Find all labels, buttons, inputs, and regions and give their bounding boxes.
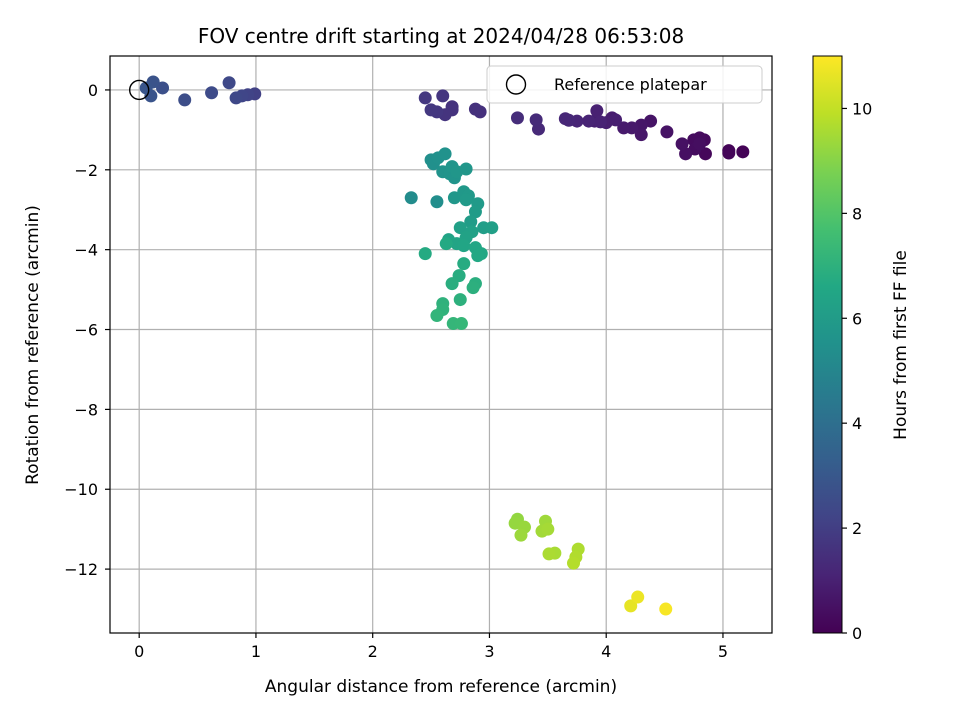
y-axis-ticks: 0 −2 −4 −6 −8 −10 −12 xyxy=(64,81,110,579)
scatter-point xyxy=(511,111,524,124)
x-tick-label: 5 xyxy=(718,642,728,661)
grid xyxy=(110,56,772,633)
colorbar-gradient xyxy=(813,56,842,633)
x-tick-label: 4 xyxy=(601,642,611,661)
scatter-point xyxy=(430,309,443,322)
scatter-point xyxy=(541,523,554,536)
scatter-point xyxy=(457,257,470,270)
x-tick-label: 2 xyxy=(368,642,378,661)
scatter-points xyxy=(130,75,750,615)
scatter-point xyxy=(457,239,470,252)
scatter-point xyxy=(455,317,468,330)
scatter-point xyxy=(567,557,580,570)
x-axis-label: Angular distance from reference (arcmin) xyxy=(265,677,617,697)
y-tick-label: −6 xyxy=(74,321,98,340)
colorbar-label: Hours from first FF file xyxy=(891,250,911,440)
colorbar: 0 2 4 6 8 10 Hours from first FF file xyxy=(813,56,911,643)
scatter-point xyxy=(609,113,622,126)
scatter-point xyxy=(439,147,452,160)
scatter-point xyxy=(454,293,467,306)
y-tick-label: −8 xyxy=(74,400,98,419)
x-tick-label: 1 xyxy=(251,642,261,661)
colorbar-tick-label: 2 xyxy=(852,519,862,538)
scatter-point xyxy=(559,112,572,125)
scatter-point xyxy=(471,249,484,262)
scatter-point xyxy=(178,93,191,106)
scatter-point xyxy=(542,547,555,560)
x-tick-label: 3 xyxy=(484,642,494,661)
legend: Reference platepar xyxy=(487,66,762,103)
y-tick-label: −2 xyxy=(74,161,98,180)
scatter-point xyxy=(485,221,498,234)
scatter-point xyxy=(659,603,672,616)
scatter-point xyxy=(446,277,459,290)
legend-label-reference: Reference platepar xyxy=(554,75,707,94)
scatter-point xyxy=(469,103,482,116)
scatter-point xyxy=(460,193,473,206)
y-tick-label: 0 xyxy=(88,81,98,100)
colorbar-tick-label: 4 xyxy=(852,414,862,433)
scatter-point xyxy=(419,247,432,260)
colorbar-ticks: 0 2 4 6 8 10 xyxy=(842,99,872,643)
y-tick-label: −12 xyxy=(64,560,98,579)
scatter-point xyxy=(467,281,480,294)
colorbar-tick-label: 10 xyxy=(852,99,872,118)
x-tick-label: 0 xyxy=(134,642,144,661)
plot-area-frame xyxy=(110,56,772,633)
scatter-point xyxy=(590,104,603,117)
colorbar-tick-label: 0 xyxy=(852,624,862,643)
y-tick-label: −4 xyxy=(74,241,98,260)
scatter-point xyxy=(205,86,218,99)
scatter-point xyxy=(230,91,243,104)
scatter-point xyxy=(676,137,689,150)
scatter-point xyxy=(660,125,673,138)
scatter-point xyxy=(530,113,543,126)
scatter-point xyxy=(425,103,438,116)
scatter-point xyxy=(436,89,449,102)
scatter-point xyxy=(631,591,644,604)
colorbar-tick-label: 8 xyxy=(852,204,862,223)
y-tick-label: −10 xyxy=(64,480,98,499)
scatter-point xyxy=(736,145,749,158)
scatter-point xyxy=(582,115,595,128)
scatter-point xyxy=(419,91,432,104)
scatter-point xyxy=(223,76,236,89)
scatter-point xyxy=(440,237,453,250)
scatter-point xyxy=(693,137,706,150)
scatter-point xyxy=(430,195,443,208)
y-axis-label: Rotation from reference (arcmin) xyxy=(23,205,43,485)
scatter-point xyxy=(460,163,473,176)
colorbar-tick-label: 6 xyxy=(852,309,862,328)
scatter-point xyxy=(722,147,735,160)
chart-title: FOV centre drift starting at 2024/04/28 … xyxy=(198,24,684,48)
scatter-point xyxy=(594,115,607,128)
scatter-point xyxy=(405,191,418,204)
scatter-point xyxy=(514,529,527,542)
x-axis-ticks: 0 1 2 3 4 5 xyxy=(134,633,728,661)
